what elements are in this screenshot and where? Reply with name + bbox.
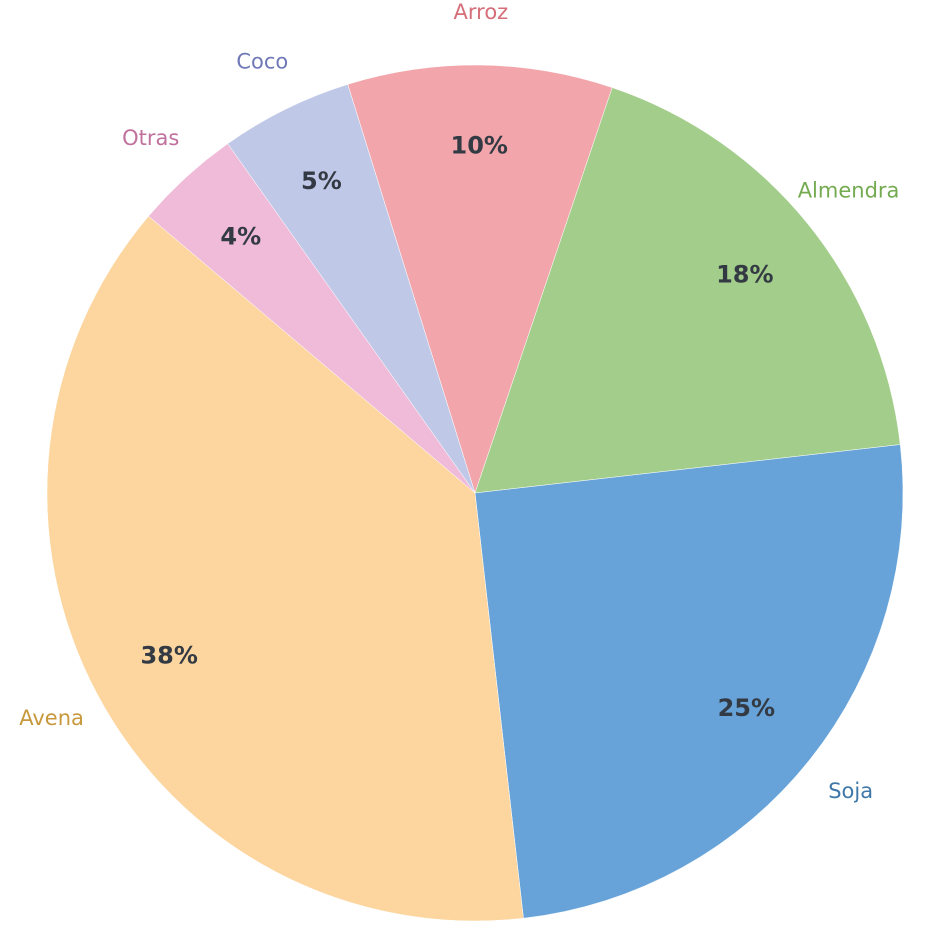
value-label: 25% <box>718 694 775 722</box>
category-label: Coco <box>236 50 288 74</box>
category-label: Arroz <box>454 0 509 24</box>
category-label: Otras <box>122 126 179 150</box>
value-label: 18% <box>716 260 773 288</box>
pie-slice <box>474 87 901 494</box>
value-label: 38% <box>140 641 197 669</box>
category-label: Almendra <box>798 179 900 203</box>
value-label: 5% <box>301 167 342 195</box>
pie-slice <box>227 84 476 494</box>
category-label: Avena <box>19 706 84 730</box>
value-label: 4% <box>220 222 261 250</box>
value-label: 10% <box>451 131 508 159</box>
pie-slice <box>46 215 524 922</box>
pie-slice <box>474 444 904 919</box>
category-label: Soja <box>828 779 873 803</box>
pie-slice <box>347 64 613 494</box>
